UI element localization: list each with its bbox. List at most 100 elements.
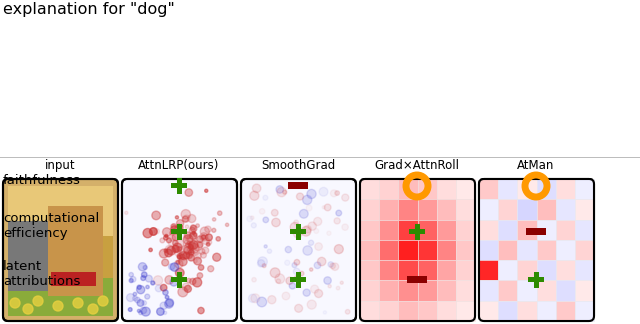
Circle shape <box>189 232 197 239</box>
Circle shape <box>206 243 210 246</box>
Circle shape <box>196 236 204 242</box>
Circle shape <box>183 252 190 259</box>
Bar <box>575 240 594 260</box>
Circle shape <box>142 301 147 305</box>
Circle shape <box>173 245 177 249</box>
Circle shape <box>268 249 271 253</box>
Bar <box>417 220 436 240</box>
Bar <box>517 199 536 220</box>
Circle shape <box>190 226 197 232</box>
Circle shape <box>125 211 128 214</box>
Circle shape <box>134 297 140 303</box>
Bar <box>360 199 379 220</box>
Bar <box>360 281 379 301</box>
Circle shape <box>183 215 190 222</box>
Text: input: input <box>45 159 76 172</box>
Circle shape <box>145 275 152 282</box>
Circle shape <box>184 285 191 292</box>
Circle shape <box>264 245 268 248</box>
Bar <box>417 240 436 260</box>
Bar <box>556 179 575 199</box>
Circle shape <box>175 240 184 248</box>
Circle shape <box>252 184 261 192</box>
Circle shape <box>163 228 171 237</box>
Circle shape <box>319 187 328 196</box>
Circle shape <box>207 266 214 272</box>
Circle shape <box>334 218 340 224</box>
Circle shape <box>275 274 285 284</box>
Bar <box>456 240 475 260</box>
Bar <box>379 220 398 240</box>
Circle shape <box>175 216 179 219</box>
Circle shape <box>137 285 141 289</box>
Bar <box>417 179 436 199</box>
Circle shape <box>128 308 132 311</box>
Circle shape <box>175 249 182 256</box>
Circle shape <box>205 226 211 233</box>
Circle shape <box>182 216 188 222</box>
Circle shape <box>168 240 173 246</box>
Circle shape <box>346 309 350 314</box>
Circle shape <box>179 257 187 266</box>
Circle shape <box>166 238 172 243</box>
Bar <box>177 272 182 288</box>
Circle shape <box>145 294 150 299</box>
Circle shape <box>141 307 150 316</box>
Circle shape <box>216 237 220 241</box>
Circle shape <box>201 235 206 239</box>
Circle shape <box>188 247 193 253</box>
Circle shape <box>218 211 222 215</box>
Bar <box>536 220 556 240</box>
Circle shape <box>310 268 313 271</box>
Circle shape <box>73 298 83 308</box>
Bar <box>556 220 575 240</box>
Circle shape <box>192 231 195 235</box>
Circle shape <box>294 220 299 225</box>
Circle shape <box>173 243 182 252</box>
Circle shape <box>251 294 260 303</box>
Circle shape <box>139 311 143 315</box>
Bar <box>456 220 475 240</box>
Text: AtMan: AtMan <box>517 159 555 172</box>
Circle shape <box>173 240 178 246</box>
FancyBboxPatch shape <box>122 179 237 321</box>
Circle shape <box>154 229 159 234</box>
Circle shape <box>304 226 312 233</box>
Circle shape <box>198 265 204 270</box>
Bar <box>556 301 575 321</box>
Bar <box>417 281 436 301</box>
Bar <box>517 179 536 199</box>
Circle shape <box>170 231 173 235</box>
Bar <box>8 221 48 291</box>
Circle shape <box>200 252 206 258</box>
Circle shape <box>164 249 168 252</box>
Circle shape <box>191 225 196 230</box>
Bar <box>379 199 398 220</box>
Bar <box>290 277 306 282</box>
Circle shape <box>140 307 147 314</box>
Circle shape <box>177 220 184 227</box>
Bar <box>296 224 301 240</box>
Circle shape <box>303 289 310 296</box>
Circle shape <box>342 194 349 201</box>
Circle shape <box>188 250 194 255</box>
Circle shape <box>176 260 180 264</box>
Circle shape <box>138 309 140 312</box>
Bar <box>456 281 475 301</box>
Circle shape <box>185 225 189 228</box>
Circle shape <box>268 295 276 304</box>
Bar <box>409 229 425 234</box>
Circle shape <box>202 237 209 245</box>
Circle shape <box>170 278 178 286</box>
Circle shape <box>294 275 300 281</box>
Circle shape <box>182 246 188 252</box>
Circle shape <box>164 236 168 240</box>
Circle shape <box>296 193 303 200</box>
Bar <box>398 281 417 301</box>
Text: Grad×AttnRoll: Grad×AttnRoll <box>374 159 460 172</box>
Circle shape <box>151 281 155 285</box>
Bar <box>171 183 187 188</box>
Circle shape <box>168 264 175 270</box>
Circle shape <box>154 276 163 285</box>
Bar <box>536 260 556 281</box>
